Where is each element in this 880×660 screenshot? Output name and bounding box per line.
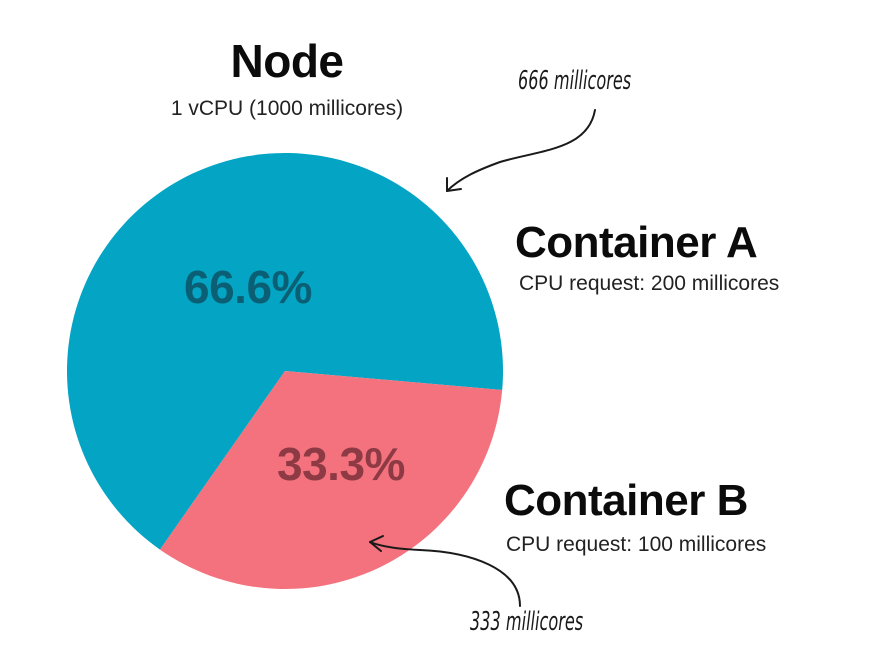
container-a-request: CPU request: 200 millicores (519, 272, 780, 295)
annotation-container-b: 333 millicores (470, 607, 584, 637)
slice-b-percent-label: 33.3% (277, 438, 405, 490)
pie-slice-container-a (67, 152, 503, 550)
arrowhead-container-a (446, 177, 462, 192)
annotation-container-a: 666 millicores (518, 66, 632, 96)
chart-subtitle: 1 vCPU (1000 millicores) (170, 97, 404, 120)
arrow-to-container-b (369, 541, 521, 607)
container-b-title: Container B (504, 476, 748, 525)
arrowhead-container-b (369, 535, 384, 552)
slice-a-percent-label: 66.6% (184, 261, 312, 313)
arrow-to-container-a (446, 109, 596, 192)
container-b-request: CPU request: 100 millicores (506, 533, 767, 556)
container-a-title: Container A (515, 218, 758, 267)
chart-title: Node (230, 35, 345, 87)
